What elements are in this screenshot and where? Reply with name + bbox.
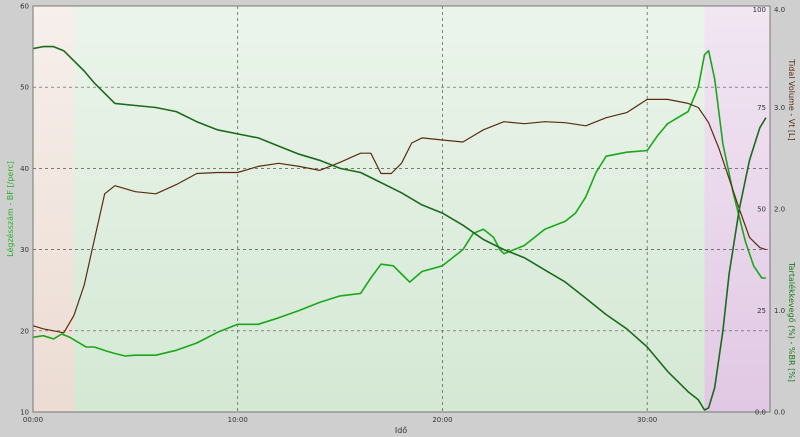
left-tick-label-2: 20 xyxy=(20,327,29,335)
x-axis-title: Idő xyxy=(395,426,407,435)
right-inner-tick-label-3: 2.0 xyxy=(774,206,785,214)
left-tick-label-3: 30 xyxy=(20,246,29,254)
left-tick-label-6: 60 xyxy=(20,3,29,11)
plot-frame xyxy=(32,5,771,413)
x-tick-label-2: 10:00 xyxy=(228,416,248,424)
right-outer-tick-label-4: 75 xyxy=(757,104,766,112)
right-outer-tick-label-3: 50 xyxy=(757,206,766,214)
series-lines xyxy=(33,45,767,411)
series-line-1 xyxy=(33,49,766,357)
right-inner-axis-title: Tidal Volume - Vt [L] xyxy=(787,58,796,140)
left-tick-label-4: 40 xyxy=(20,165,29,173)
tick-labels: 10 20 30 40 50 60 0.0 1.0 2.0 3.0 4.0 0.0 25 50 75 100 0… xyxy=(20,3,785,425)
right-inner-tick-label-5: 4.0 xyxy=(774,6,785,14)
series-line-2 xyxy=(33,98,767,334)
right-outer-tick-label-5: 100 xyxy=(753,6,766,14)
left-tick-label-5: 50 xyxy=(20,84,29,92)
left-axis-title: Légzésszám - BF [/perc] xyxy=(5,161,15,257)
series-line-3 xyxy=(33,45,767,411)
x-tick-label-1: 00:00 xyxy=(23,416,43,424)
right-inner-tick-label-1: 0.0 xyxy=(774,409,785,417)
x-tick-label-3: 20:00 xyxy=(432,416,452,424)
x-tick-label-4: 30:00 xyxy=(637,416,657,424)
right-inner-tick-label-2: 1.0 xyxy=(774,307,785,315)
right-outer-axis-title: Tartalékkevegő (%) - %BR [%] xyxy=(787,261,797,382)
right-inner-tick-label-4: 3.0 xyxy=(774,104,785,112)
right-outer-tick-label-2: 25 xyxy=(757,307,766,315)
left-tick-label-1: 10 xyxy=(20,409,29,417)
right-outer-tick-label-1: 0.0 xyxy=(755,409,766,417)
